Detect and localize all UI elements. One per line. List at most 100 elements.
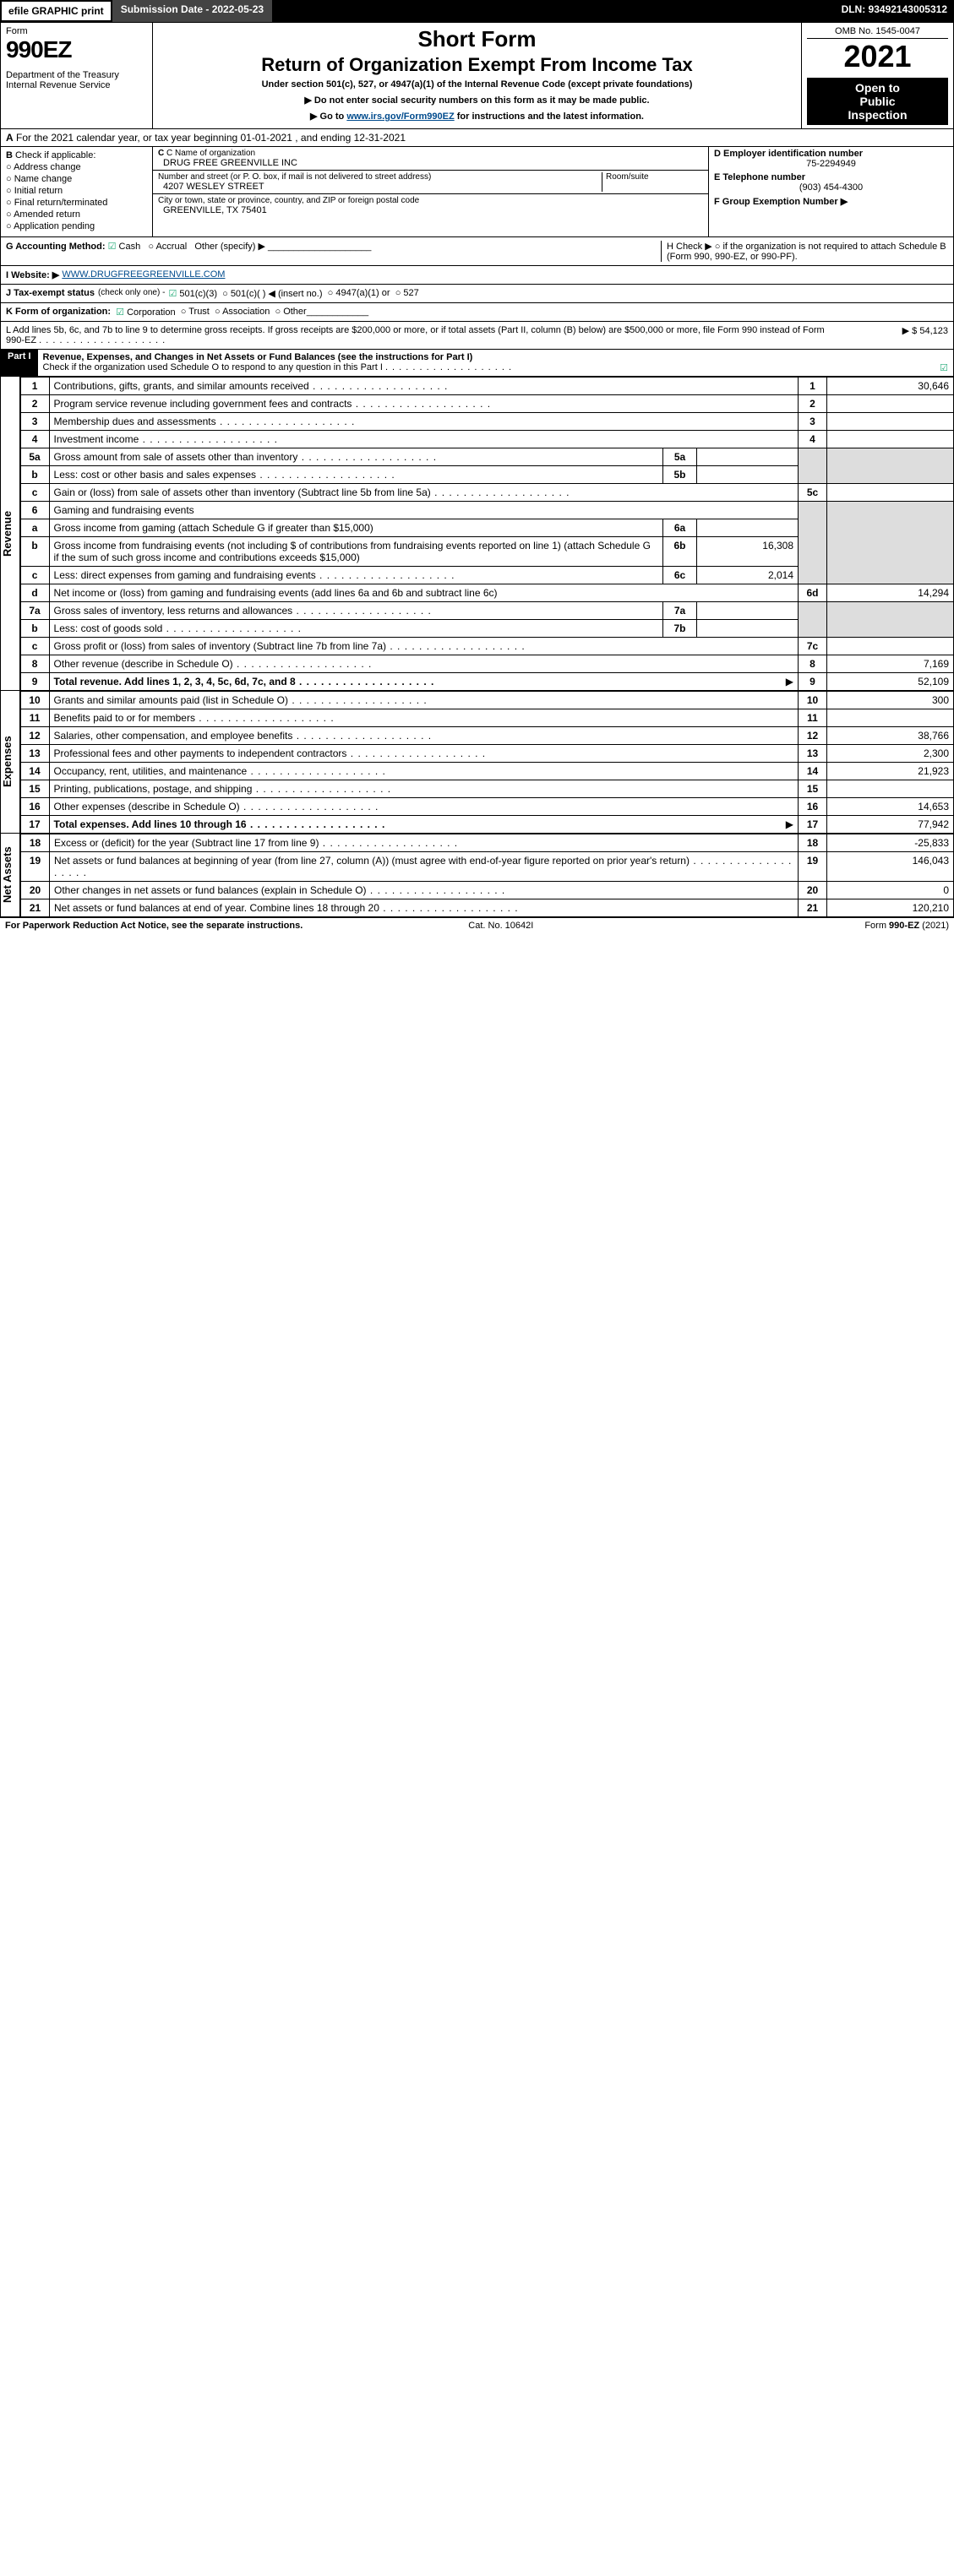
line-17: 17Total expenses. Add lines 10 through 1… [20,816,953,834]
page-footer: For Paperwork Reduction Act Notice, see … [0,917,954,933]
footer-right-form: 990-EZ [889,921,919,931]
row-g: G Accounting Method: Cash Accrual Other … [6,241,656,262]
line-15: 15Printing, publications, postage, and s… [20,780,953,798]
phone-val: (903) 454-4300 [714,182,948,193]
line-desc: Investment income [54,433,278,445]
dots-icon [39,335,166,345]
city-val: GREENVILLE, TX 75401 [163,205,419,215]
form-id-block: Form 990EZ Department of the Treasury In… [1,23,153,128]
line-num: a [20,519,49,537]
chk-cash[interactable]: Cash [108,242,141,252]
efile-print[interactable]: efile GRAPHIC print [0,0,112,22]
under-section: Under section 501(c), 527, or 4947(a)(1)… [158,79,796,90]
line-10: 10Grants and similar amounts paid (list … [20,692,953,709]
chk-accrual[interactable]: Accrual [148,242,187,252]
org-name: DRUG FREE GREENVILLE INC [163,158,297,168]
badge-line3: Inspection [809,108,946,122]
chk-other-org[interactable]: Other [275,307,306,318]
line-box: 6d [799,584,827,602]
form-header: Form 990EZ Department of the Treasury In… [0,22,954,129]
arrow-icon: ▶ [786,818,793,830]
chk-association[interactable]: Association [215,307,270,318]
line-desc: Gross income from fundraising events (no… [49,537,662,567]
chk-501c3[interactable]: 501(c)(3) [168,288,217,299]
line-4: 4Investment income4 [20,431,953,448]
line-desc: Total revenue. Add lines 1, 2, 3, 4, 5c,… [54,676,435,687]
chk-application-pending[interactable]: Application pending [6,221,147,231]
line-num: 9 [20,673,49,691]
line-num: 5a [20,448,49,466]
row-h: H Check ▶ ○ if the organization is not r… [661,241,948,262]
chk-name-change[interactable]: Name change [6,174,147,184]
line-1: 1Contributions, gifts, grants, and simil… [20,378,953,395]
line-amt: 146,043 [827,852,954,882]
form-number: 990EZ [6,36,147,63]
chk-initial-return[interactable]: Initial return [6,186,147,196]
line-num: c [20,567,49,584]
line-num: 7a [20,602,49,620]
line-box: 9 [799,673,827,691]
chk-527[interactable]: 527 [395,288,419,299]
open-public-badge: Open to Public Inspection [807,78,948,125]
line-box: 16 [799,798,827,816]
row-i-website: I Website: ▶ WWW.DRUGFREEGREENVILLE.COM [0,266,954,285]
line-box: 13 [799,745,827,763]
line-amt: 14,653 [827,798,954,816]
website-link[interactable]: WWW.DRUGFREEGREENVILLE.COM [62,269,225,280]
short-form-title: Short Form [158,26,796,52]
d-label: D Employer identification number [714,149,948,159]
line-num: 6 [20,502,49,519]
letter-a: A [6,132,14,144]
line-box: 4 [799,431,827,448]
dln: DLN: 93492143005312 [835,0,954,22]
part1-label: Part I [1,350,38,376]
col-def: D Employer identification number 75-2294… [708,147,953,236]
line-amt [827,431,954,448]
chk-amended-return[interactable]: Amended return [6,209,147,220]
line-box: 19 [799,852,827,882]
chk-501c[interactable]: 501(c)( ) ◀ (insert no.) [222,288,322,299]
netassets-table: 18Excess or (deficit) for the year (Subt… [20,834,954,917]
chk-corporation[interactable]: Corporation [116,307,175,318]
row-g-h: G Accounting Method: Cash Accrual Other … [0,237,954,266]
line-desc: Program service revenue including govern… [54,398,492,410]
line-desc: Gaming and fundraising events [49,502,798,519]
form-label: Form [6,26,147,36]
chk-trust[interactable]: Trust [181,307,210,318]
line-amt: 2,300 [827,745,954,763]
irs-label: Internal Revenue Service [6,80,147,90]
inner-box: 6a [663,519,697,537]
revenue-section: Revenue 1Contributions, gifts, grants, a… [0,377,954,691]
dots-icon [385,362,512,372]
return-title: Return of Organization Exempt From Incom… [158,54,796,76]
irs-link[interactable]: www.irs.gov/Form990EZ [346,111,454,122]
line-20: 20Other changes in net assets or fund ba… [21,882,954,899]
form-title-block: Short Form Return of Organization Exempt… [153,23,801,128]
line-3: 3Membership dues and assessments3 [20,413,953,431]
inner-box: 7b [663,620,697,638]
chk-final-return[interactable]: Final return/terminated [6,198,147,208]
line-desc: Benefits paid to or for members [54,712,335,724]
expenses-vlabel-col: Expenses [0,691,20,834]
footer-right-pre: Form [864,921,889,931]
k-label: K Form of organization: [6,307,111,318]
goto-note: ▶ Go to www.irs.gov/Form990EZ for instru… [158,111,796,122]
line-num: 13 [20,745,49,763]
line-desc: Professional fees and other payments to … [54,747,487,759]
line-amt: -25,833 [827,834,954,852]
chk-address-change[interactable]: Address change [6,162,147,172]
inner-val [697,519,799,537]
l-text: L Add lines 5b, 6c, and 7b to line 9 to … [6,325,830,345]
line-num: 18 [21,834,50,852]
b-label: Check if applicable: [15,150,95,160]
revenue-table: 1Contributions, gifts, grants, and simil… [20,377,954,691]
line-amt: 0 [827,882,954,899]
c-label-text: C Name of organization [166,149,255,158]
line-amt: 30,646 [827,378,954,395]
line-desc: Less: cost of goods sold [54,622,302,634]
chk-4947[interactable]: 4947(a)(1) or [328,288,390,299]
footer-right: Form 990-EZ (2021) [864,921,949,931]
line-11: 11Benefits paid to or for members11 [20,709,953,727]
goto-post: for instructions and the latest informat… [455,111,644,122]
line-21: 21Net assets or fund balances at end of … [21,899,954,917]
